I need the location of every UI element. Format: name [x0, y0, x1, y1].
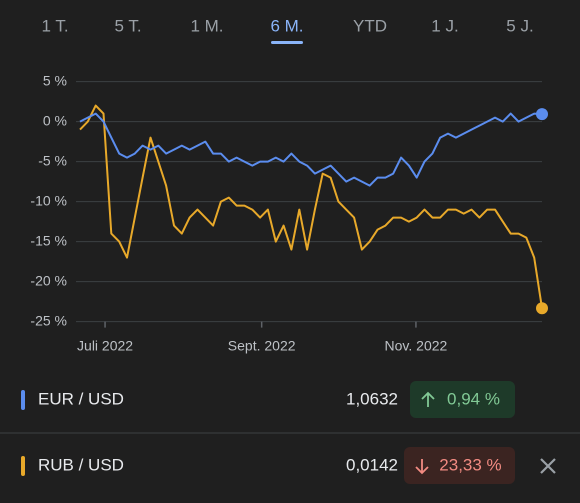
- arrow-up-icon: [421, 391, 435, 407]
- arrow-down-icon: [415, 459, 429, 475]
- quote-row[interactable]: RUB / USD 0,0142 23,33 %: [21, 447, 515, 484]
- active-tab-underline: [271, 41, 303, 44]
- time-range-tab[interactable]: 1 M.: [190, 16, 223, 35]
- time-range-tab[interactable]: 1 J.: [431, 16, 458, 35]
- y-tick-label: -10 %: [30, 192, 67, 208]
- x-tick-label: Sept. 2022: [228, 338, 296, 354]
- change-value: 23,33 %: [439, 455, 501, 474]
- time-range-tab[interactable]: 5 J.: [506, 16, 533, 35]
- y-tick-label: -5 %: [38, 152, 67, 168]
- x-tick-label: Juli 2022: [77, 338, 133, 354]
- pair-name: EUR / USD: [38, 389, 124, 408]
- y-tick-label: 5 %: [43, 72, 67, 88]
- quote-row[interactable]: EUR / USD 1,0632 0,94 %: [21, 381, 515, 418]
- time-range-tab[interactable]: 5 T.: [114, 16, 141, 35]
- series-swatch: [21, 390, 25, 410]
- change-value: 0,94 %: [447, 389, 500, 408]
- end-point: [536, 108, 548, 121]
- close-icon: [540, 458, 556, 474]
- price: 0,0142: [346, 455, 398, 474]
- time-range-tab[interactable]: 1 T.: [41, 16, 68, 35]
- time-range-tab[interactable]: 6 M.: [270, 16, 303, 35]
- time-range-tab[interactable]: YTD: [353, 16, 387, 35]
- change-chip: [410, 381, 515, 418]
- y-tick-label: 0 %: [43, 112, 67, 128]
- y-tick-label: -25 %: [30, 312, 67, 328]
- end-point: [536, 302, 548, 315]
- y-tick-label: -20 %: [30, 272, 67, 288]
- x-tick-label: Nov. 2022: [385, 338, 448, 354]
- y-tick-label: -15 %: [30, 232, 67, 248]
- pair-name: RUB / USD: [38, 455, 124, 474]
- series-swatch: [21, 456, 25, 476]
- price: 1,0632: [346, 389, 398, 408]
- series-line: [79, 104, 543, 309]
- change-chip: [404, 447, 515, 484]
- series-line: [79, 112, 543, 187]
- close-button[interactable]: [540, 458, 556, 474]
